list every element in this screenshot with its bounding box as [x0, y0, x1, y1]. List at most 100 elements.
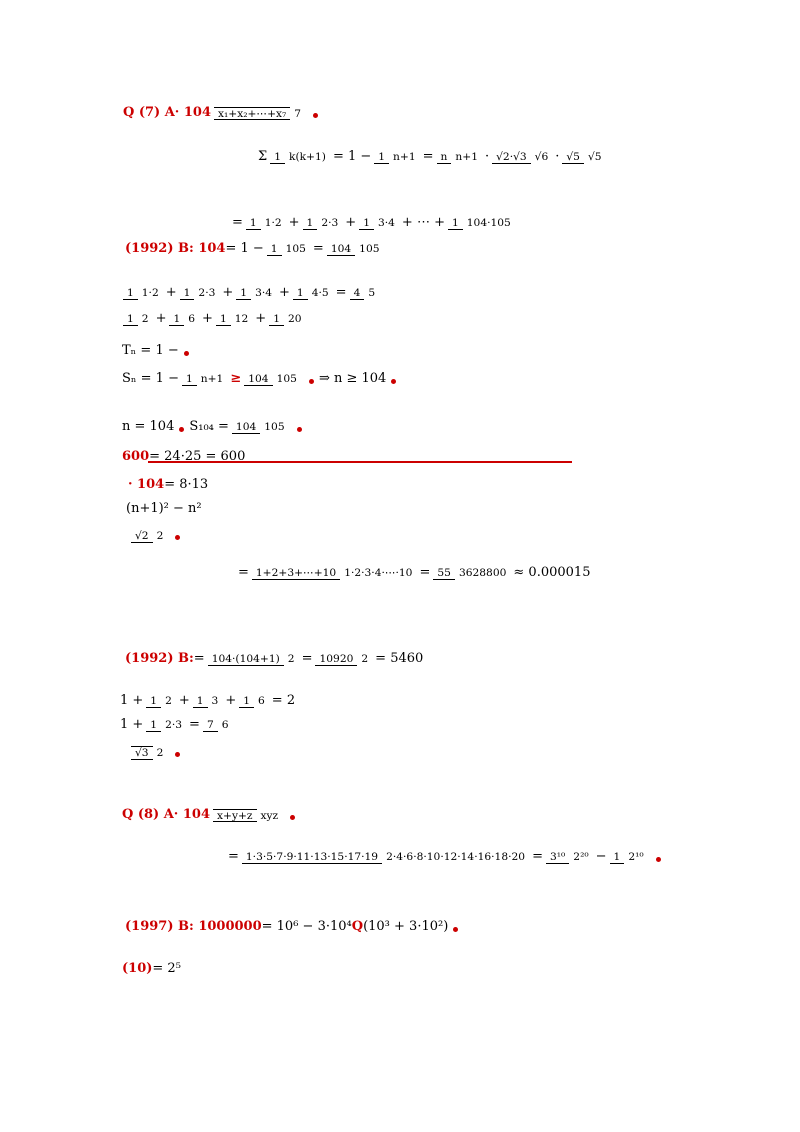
- math-text: =: [419, 565, 431, 580]
- fraction: 104 105: [231, 421, 289, 434]
- red-annotation: (1992) B: 104: [125, 241, 226, 256]
- fraction-denominator: 1·2: [141, 286, 159, 300]
- fraction-denominator: 2¹⁰: [628, 850, 644, 864]
- math-text: =: [312, 241, 324, 256]
- fraction-numerator: 1: [146, 719, 162, 732]
- math-text: +: [155, 311, 167, 326]
- fraction-numerator: 1: [609, 851, 625, 864]
- fraction: 1 k(k+1): [270, 151, 330, 164]
- math-text: −: [595, 849, 607, 864]
- fraction-numerator: 1: [447, 217, 463, 230]
- math-text: +: [178, 693, 190, 708]
- fraction-numerator: √2·√3: [492, 151, 531, 164]
- fraction-numerator: x+y+z: [213, 808, 257, 823]
- math-text: +: [279, 285, 290, 300]
- fraction-numerator: 1: [236, 287, 252, 300]
- fraction-numerator: 55: [433, 567, 455, 580]
- math-line: Q (8) A· 104 x+y+z xyz: [122, 807, 300, 823]
- math-text: +: [202, 311, 213, 326]
- fraction-denominator: 6: [188, 312, 196, 326]
- fraction-numerator: x₁+x₂+⋯+x₇: [214, 106, 291, 121]
- fraction: 1 4·5: [292, 287, 333, 300]
- red-dot-mark: [175, 751, 181, 757]
- fraction-denominator: n+1: [455, 150, 478, 164]
- math-text: =: [335, 285, 347, 300]
- math-line: = 1·3·5·7·9·11·13·15·17·19 2·4·6·8·10·12·…: [228, 849, 666, 865]
- fraction: 1 12: [215, 312, 252, 326]
- math-line: Q (7) A· 104 x₁+x₂+⋯+x₇ 7: [123, 105, 323, 121]
- math-line: Sₙ = 1 − 1 n+1 ≥ 104 105 ⇒ n ≥ 104: [122, 371, 401, 387]
- fraction-numerator: 1: [359, 217, 374, 230]
- fraction-denominator: 2·3: [321, 216, 339, 230]
- fraction: √3 2: [131, 746, 167, 760]
- fraction: 1 2¹⁰: [609, 850, 648, 864]
- red-dot-mark: [175, 534, 181, 540]
- fraction-denominator: 2·4·6·8·10·12·14·16·18·20: [386, 850, 526, 864]
- fraction-numerator: 3¹⁰: [545, 851, 570, 864]
- math-text: (n+1)² − n²: [126, 501, 202, 516]
- fraction-numerator: 1: [302, 217, 318, 230]
- math-text: +: [345, 215, 357, 230]
- math-line: √3 2: [128, 746, 185, 760]
- math-text: Sₙ = 1 −: [122, 371, 179, 386]
- math-text: +: [165, 285, 177, 300]
- math-line: 600 = 24·25 = 600: [122, 449, 246, 465]
- fraction: x+y+z xyz: [213, 808, 282, 823]
- fraction-denominator: k(k+1): [288, 150, 326, 164]
- fraction-numerator: 104: [326, 243, 356, 256]
- math-text: =: [232, 215, 243, 230]
- fraction-denominator: 105: [276, 372, 297, 386]
- fraction-numerator: 1: [181, 373, 197, 386]
- fraction: 1 20: [269, 313, 305, 326]
- fraction-denominator: 2·3: [198, 286, 216, 300]
- math-line: n = 104 S₁₀₄ = 104 105: [122, 419, 307, 435]
- math-text: +: [222, 285, 234, 300]
- fraction-denominator: 2: [361, 652, 369, 666]
- red-annotation: (10): [122, 961, 153, 976]
- fraction-numerator: 1: [270, 151, 285, 164]
- fraction: 55 3628800: [433, 567, 510, 580]
- math-line: Tₙ = 1 −: [122, 343, 194, 359]
- fraction-numerator: 10920: [315, 653, 358, 666]
- math-text: = 24·25 = 600: [149, 449, 246, 464]
- math-text: =: [189, 717, 200, 732]
- fraction-denominator: 104·105: [466, 216, 511, 230]
- fraction-numerator: √2: [131, 530, 153, 543]
- red-annotation: ≥: [230, 371, 242, 386]
- fraction-denominator: √6: [534, 150, 549, 164]
- fraction-denominator: 7: [294, 106, 302, 120]
- math-text: =: [422, 149, 434, 164]
- fraction-denominator: 2: [165, 694, 172, 708]
- fraction-numerator: 1: [123, 313, 138, 326]
- fraction-denominator: 3·4: [255, 286, 273, 300]
- math-line: (1992) B: 104 = 1 − 1 105 = 104 105: [125, 241, 387, 257]
- fraction-denominator: 2: [141, 312, 149, 326]
- math-text: = 2: [271, 693, 296, 708]
- fraction-numerator: 1·3·5·7·9·11·13·15·17·19: [241, 851, 383, 864]
- math-text: = 1 −: [332, 149, 372, 164]
- math-text: =: [301, 651, 313, 666]
- fraction: 1 n+1: [374, 151, 419, 164]
- math-text: ≈ 0.000015: [513, 565, 591, 580]
- fraction: 1 3·4: [236, 287, 276, 300]
- fraction-denominator: 3·4: [377, 216, 395, 230]
- fraction-denominator: 3: [211, 694, 219, 708]
- fraction: 1 2·3: [146, 719, 186, 732]
- fraction: 1 1·2: [123, 287, 163, 300]
- fraction-denominator: n+1: [200, 372, 224, 386]
- red-annotation: Q: [351, 919, 364, 934]
- fraction-denominator: 2: [287, 652, 295, 666]
- math-text: 1 +: [120, 717, 144, 732]
- fraction-numerator: 104·(104+1): [207, 653, 284, 666]
- fraction-denominator: 12: [234, 312, 249, 326]
- fraction: 1 1·2: [245, 217, 286, 230]
- red-dot-mark: [391, 378, 397, 384]
